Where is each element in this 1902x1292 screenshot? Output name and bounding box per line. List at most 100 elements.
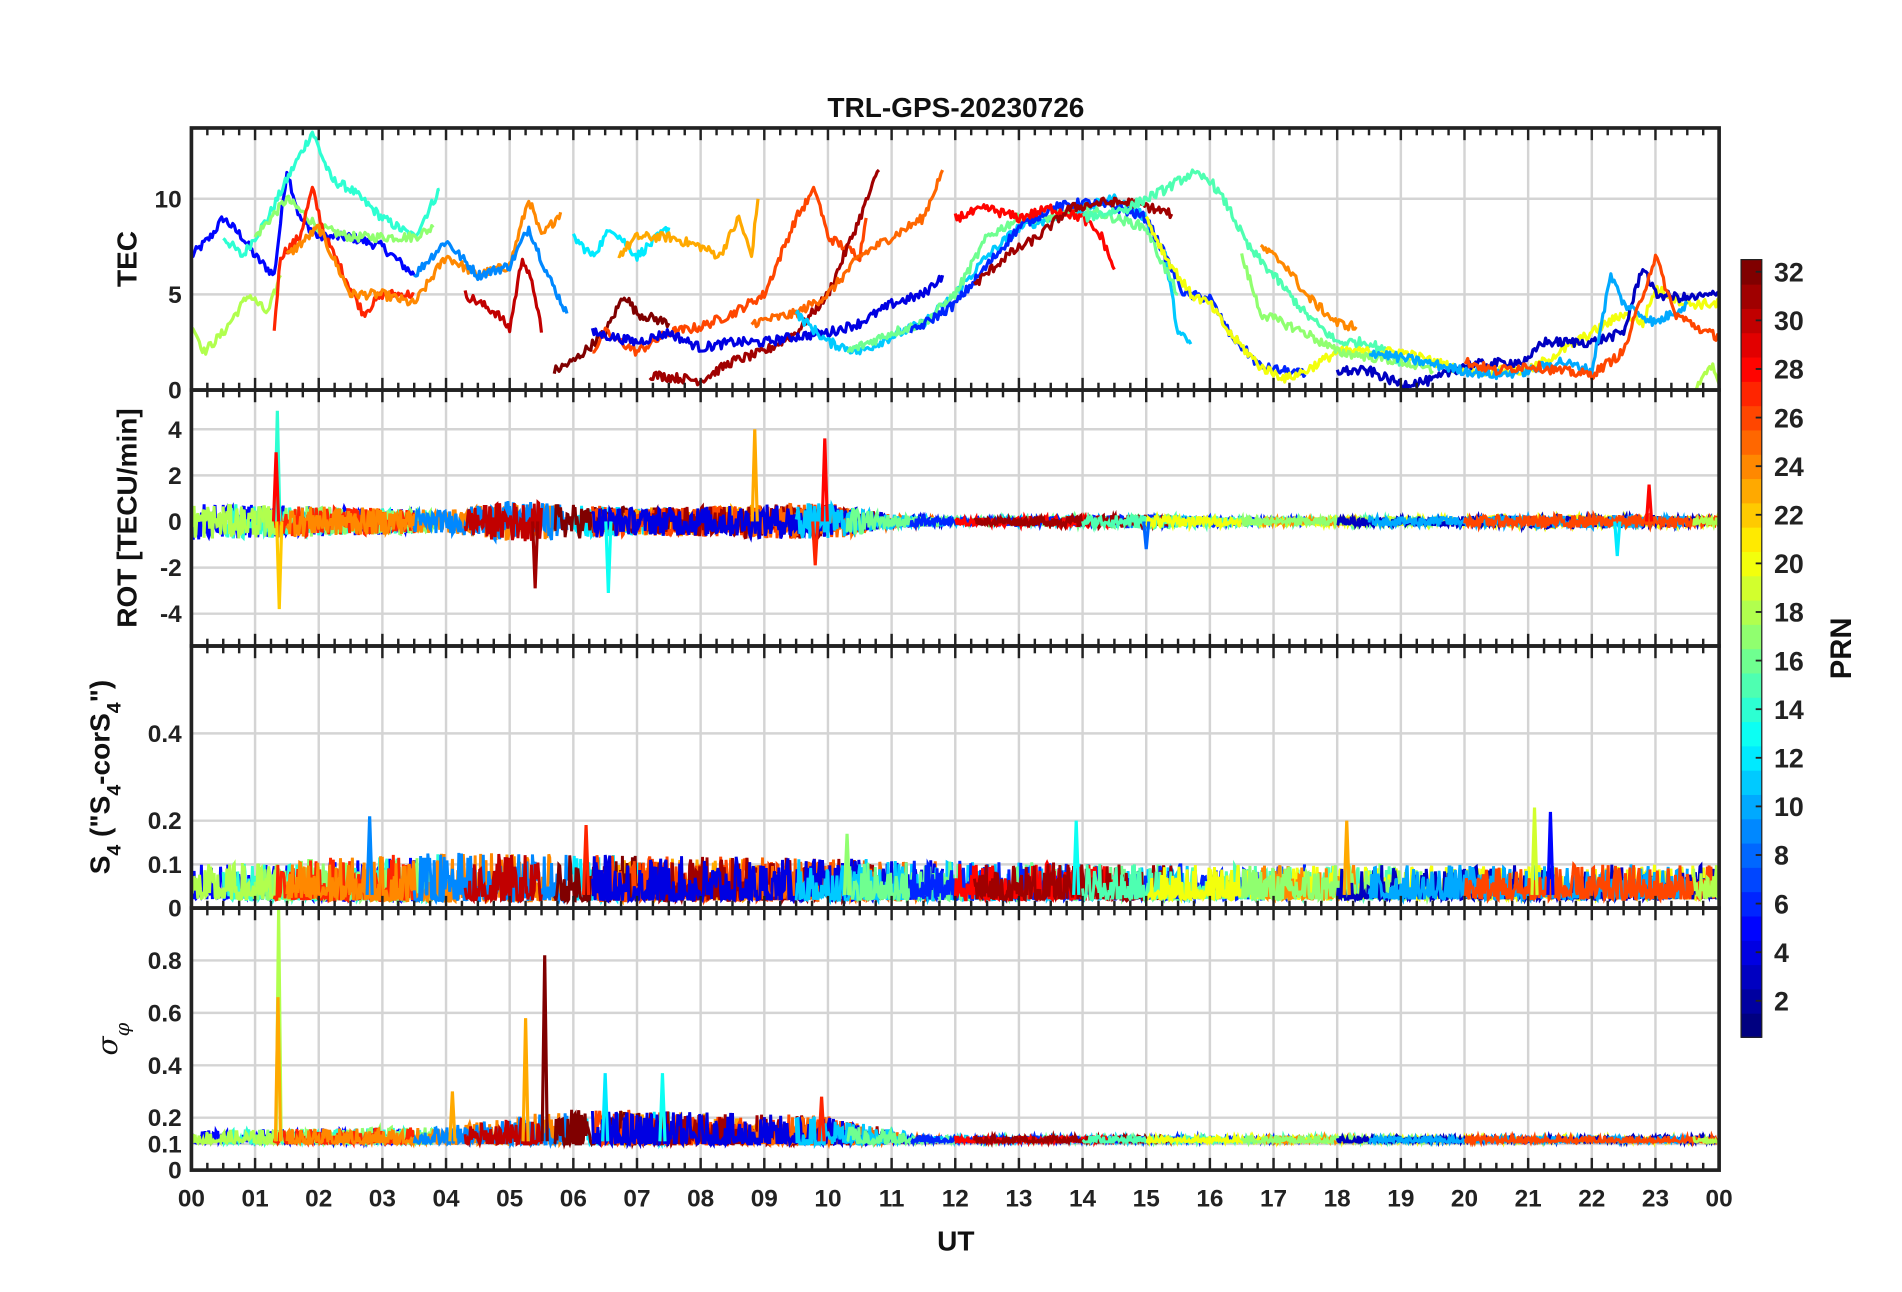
x-tick-label: 12 <box>942 1186 969 1213</box>
x-tick-label: 05 <box>496 1186 523 1213</box>
tec-line-prn-16 <box>846 202 1179 353</box>
tec-line-prn-30 <box>463 257 544 334</box>
colorbar-swatch-prn-25 <box>1741 429 1762 455</box>
tec-line-prn-17 <box>253 194 435 244</box>
colorbar-swatch-prn-28 <box>1741 356 1762 382</box>
colorbar-swatch-prn-32 <box>1741 259 1762 285</box>
colorbar-tick-label: 8 <box>1774 841 1789 871</box>
y-label-part: σ <box>91 1035 124 1055</box>
tec-line-prn-25 <box>750 169 945 329</box>
tec-line-prn-18 <box>191 274 282 356</box>
sigma-spike-prn-13 <box>658 1073 667 1142</box>
colorbar-swatch-prn-13 <box>1741 721 1762 747</box>
colorbar-swatch-prn-2 <box>1741 988 1762 1014</box>
tec-line-prn-9 <box>413 225 569 314</box>
colorbar-swatch-prn-26 <box>1741 405 1762 431</box>
x-tick-label: 13 <box>1005 1186 1032 1213</box>
colorbar-tick-label: 2 <box>1774 987 1789 1017</box>
tec-line-prn-15 <box>1082 168 1403 367</box>
sigma-spike-prn-12 <box>601 1073 610 1142</box>
y-tick-label: 0 <box>168 509 182 536</box>
colorbar-swatch-prn-10 <box>1741 794 1762 820</box>
sigma-line-prn-30 <box>463 1117 543 1149</box>
tec-line-prn-32 <box>552 296 671 375</box>
s4-y-axis-label: S4 ("S4-corS4") <box>85 680 126 875</box>
colorbar-tick-label: 16 <box>1774 646 1804 676</box>
rot-line-prn-18 <box>1692 513 1720 532</box>
colorbar-swatch-prn-9 <box>1741 818 1762 844</box>
y-tick-label: -4 <box>160 601 182 628</box>
rot-line-prn-30 <box>463 499 543 542</box>
y-label-part: S <box>85 856 116 875</box>
colorbar-tick-label: 10 <box>1774 792 1804 822</box>
colorbar-swatch-prn-24 <box>1741 454 1762 480</box>
y-tick-label: 2 <box>168 463 182 490</box>
x-tick-labels: 00 01 02 03 04 05 06 07 08 09 10 11 12 13 14 15 16 17 18 19… <box>178 1186 1733 1213</box>
rot-spike-prn-22 <box>275 521 284 610</box>
s4-spike-prn-5 <box>1546 811 1555 896</box>
sigma-spike-prn-23 <box>273 997 283 1142</box>
y-tick-label: 5 <box>168 282 182 309</box>
x-tick-label: 00 <box>1706 1186 1733 1213</box>
colorbar-label: PRN <box>1826 618 1858 680</box>
x-tick-label: 09 <box>751 1186 778 1213</box>
x-tick-label: 17 <box>1260 1186 1287 1213</box>
colorbar-swatch-prn-21 <box>1741 526 1762 552</box>
y-tick-label: 0.2 <box>148 1105 182 1132</box>
rot-spike-prn-8 <box>1142 521 1151 550</box>
colorbar-swatch-prn-29 <box>1741 332 1762 358</box>
sigma-y-axis-label: σφ <box>91 1022 134 1055</box>
tec-line-prn-18 <box>1693 362 1720 391</box>
s4-line-prn-18 <box>191 859 282 902</box>
y-label-part: ROT [TECU/min] <box>112 408 143 627</box>
rot-line-prn-31 <box>973 509 1174 532</box>
colorbar-swatch-prn-27 <box>1741 381 1762 407</box>
colorbar-swatch-prn-20 <box>1741 551 1762 577</box>
sigma-spike-prn-32 <box>540 955 549 1142</box>
colorbar-tick-label: 22 <box>1774 501 1804 531</box>
s4-spike-prn-23 <box>1342 820 1351 896</box>
x-tick-label: 03 <box>369 1186 396 1213</box>
sigma-spike-prn-23 <box>448 1091 457 1142</box>
rot-line-prn-26 <box>1463 509 1720 533</box>
y-tick-label: 0.4 <box>148 721 182 748</box>
colorbar-swatch-prn-22 <box>1741 502 1762 528</box>
x-tick-label: 11 <box>879 1186 905 1213</box>
colorbar-swatch-prn-31 <box>1741 283 1762 309</box>
colorbar-tick-label: 28 <box>1774 355 1804 385</box>
colorbar-swatch-prn-3 <box>1741 964 1762 990</box>
sigma-line-prn-18 <box>1692 1133 1720 1146</box>
tec-line-prn-4 <box>590 274 945 353</box>
rot-spike-prn-28 <box>1644 484 1654 522</box>
y-label-part: TEC <box>112 231 143 287</box>
rot-spike-prn-31 <box>531 521 540 589</box>
x-tick-label: 08 <box>687 1186 714 1213</box>
x-tick-label: 06 <box>560 1186 587 1213</box>
colorbar-swatch-prn-4 <box>1741 940 1762 966</box>
y-tick-label: 0.4 <box>148 1053 182 1080</box>
tec-y-axis-label: TEC <box>112 231 143 287</box>
s4-series <box>191 807 1720 906</box>
tec-line-prn-26 <box>592 185 868 357</box>
colorbar-tick-label: 14 <box>1774 695 1804 725</box>
sigma-line-prn-26 <box>1463 1130 1720 1148</box>
colorbar-swatch-prn-12 <box>1741 745 1762 771</box>
tec-line-prn-24 <box>1259 243 1358 332</box>
y-tick-label: 0.1 <box>148 1131 182 1158</box>
colorbar-swatch-prn-19 <box>1741 575 1762 601</box>
y-tick-label: 0 <box>168 1158 182 1185</box>
colorbar-swatch-prn-6 <box>1741 891 1762 917</box>
rot-spike-prn-12 <box>1613 521 1622 557</box>
colorbar-tick-label: 12 <box>1774 744 1804 774</box>
s4-line-prn-18 <box>1692 865 1720 903</box>
x-tick-label: 10 <box>814 1186 841 1213</box>
tec-line-prn-17 <box>1240 253 1434 375</box>
colorbar-swatch-prn-23 <box>1741 478 1762 504</box>
tec-line-prn-10 <box>1368 272 1689 381</box>
colorbar-swatch-prn-8 <box>1741 842 1762 868</box>
rot-spike-prn-23 <box>750 429 759 522</box>
x-tick-label: 00 <box>178 1186 205 1213</box>
y-tick-label: -2 <box>160 555 182 582</box>
